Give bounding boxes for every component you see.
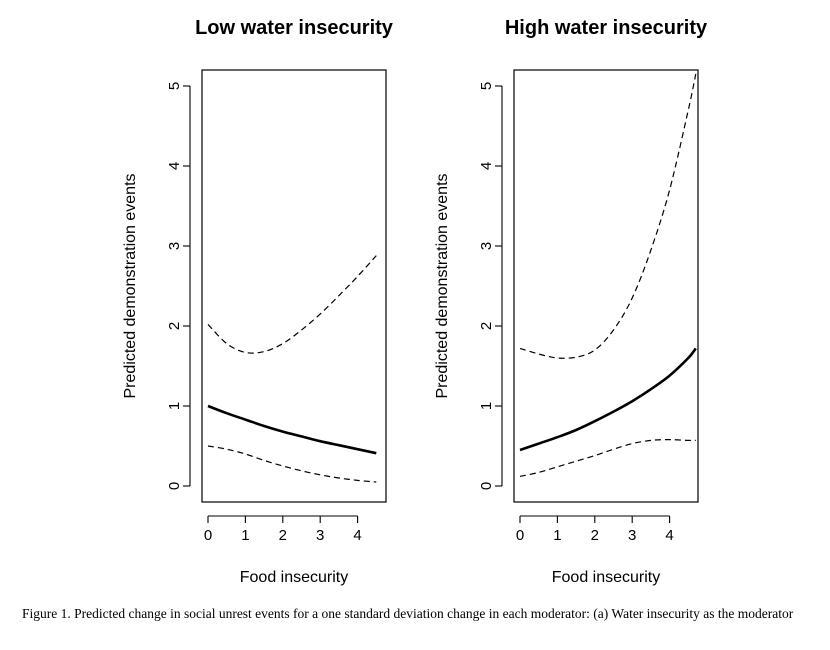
x-tick-label: 4: [665, 527, 673, 544]
tick-marks: 0 1 2 3 4 0 1 2 3 4 5: [478, 82, 674, 544]
x-tick-label: 4: [353, 527, 361, 544]
x-tick-label: 3: [316, 527, 324, 544]
x-tick-label: 1: [241, 527, 249, 544]
y-tick-label: 0: [166, 482, 183, 490]
y-tick-label: 3: [166, 242, 183, 250]
y-tick-label: 4: [166, 162, 183, 170]
x-tick-label: 1: [553, 527, 561, 544]
panel-low-water-insecurity: Low water insecurity 0 1 2 3 4 0 1 2 3 4 5 Food in…: [122, 17, 394, 586]
series-upper-line: [519, 73, 697, 359]
plot-frame: [513, 69, 699, 503]
x-axis-label: Food insecurity: [240, 569, 349, 586]
tick-marks: 0 1 2 3 4 0 1 2 3 4 5: [166, 82, 362, 544]
y-tick-label: 3: [478, 242, 495, 250]
figure-caption: Figure 1. Predicted change in social unr…: [22, 606, 794, 621]
series-upper-line: [207, 255, 377, 354]
plot-frame: [201, 69, 387, 503]
y-axis-label: Predicted demonstration events: [122, 173, 139, 398]
y-tick-label: 1: [478, 402, 495, 410]
y-tick-label: 5: [166, 82, 183, 90]
x-tick-label: 3: [628, 527, 636, 544]
y-tick-label: 0: [478, 482, 495, 490]
panel-high-water-insecurity: High water insecurity 0 1 2 3 4 0 1 2 3 4 5 Food i…: [434, 17, 708, 586]
y-tick-label: 2: [166, 322, 183, 330]
series-estimate-line: [519, 347, 697, 452]
y-tick-label: 4: [478, 162, 495, 170]
x-axis-label: Food insecurity: [552, 569, 661, 586]
x-tick-label: 0: [516, 527, 524, 544]
panel-title: Low water insecurity: [195, 17, 394, 39]
series-estimate-line: [207, 404, 377, 455]
curves: [519, 73, 697, 477]
y-axis-label: Predicted demonstration events: [434, 173, 451, 398]
y-tick-label: 1: [166, 402, 183, 410]
x-tick-label: 0: [204, 527, 212, 544]
series-lower-line: [519, 438, 696, 477]
curves: [207, 255, 377, 483]
x-tick-label: 2: [591, 527, 599, 544]
series-lower-line: [207, 445, 377, 483]
y-tick-label: 5: [478, 82, 495, 90]
x-tick-label: 2: [279, 527, 287, 544]
y-tick-label: 2: [478, 322, 495, 330]
panel-title: High water insecurity: [505, 17, 708, 39]
figure: Low water insecurity 0 1 2 3 4 0 1 2 3 4 5 Food in…: [122, 17, 708, 586]
